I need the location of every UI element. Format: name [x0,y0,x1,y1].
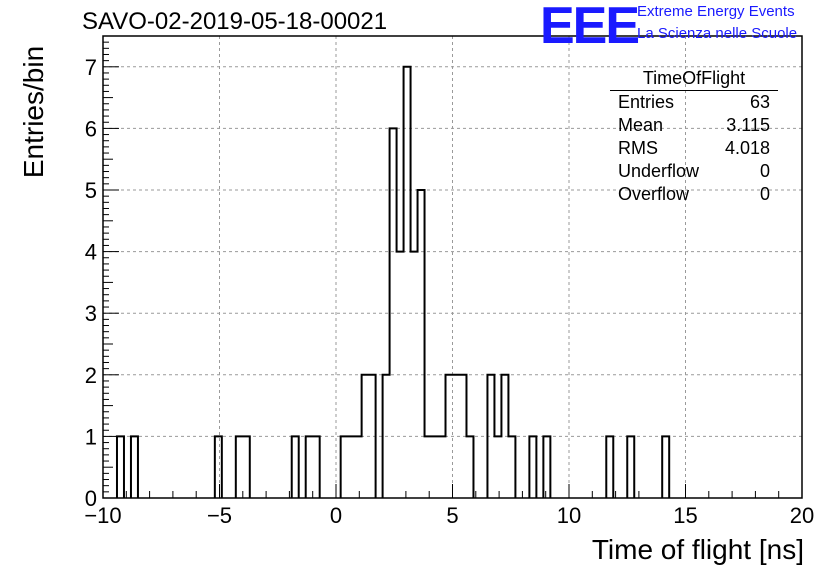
histogram-bin [529,436,536,498]
histogram-bin [243,436,250,498]
stats-label: Underflow [618,161,700,181]
histogram-bin [466,436,473,498]
histogram-bin [131,436,138,498]
axis-ticks [102,35,803,499]
y-tick-label: 4 [85,240,97,265]
histogram-bin [494,436,501,498]
histogram-bin [418,190,425,498]
stats-value: 0 [759,161,770,181]
histogram-bins [115,65,671,498]
stats-label: Entries [618,92,675,112]
y-axis-label: Entries/bin [18,45,49,179]
y-tick-label: 7 [85,55,97,80]
histogram-bin [425,436,432,498]
x-tick-label: 10 [557,503,581,528]
histogram-bin [117,436,124,498]
stats-label: Mean [618,115,664,135]
x-tick-label: 15 [673,503,697,528]
stats-row-mean: Mean 3.115 [610,114,778,137]
logo-line-1: Extreme Energy Events [637,3,795,20]
stats-label: Overflow [618,184,690,204]
stats-box-title: TimeOfFlight [610,68,778,91]
histogram-bin [627,436,634,498]
histogram-bin [355,436,362,498]
y-tick-label: 6 [85,116,97,141]
histogram-bin [439,436,446,498]
histogram-bin [341,436,348,498]
histogram-bin [313,436,320,498]
histogram-outline [115,65,671,498]
stats-row-entries: Entries 63 [610,91,778,114]
x-tick-label: 0 [330,503,342,528]
x-tick-label: 5 [446,503,458,528]
x-tick-label: 20 [790,503,814,528]
stats-value: 4.018 [724,138,770,158]
y-tick-label: 1 [85,424,97,449]
stats-value: 3.115 [726,115,770,135]
x-tick-label: −5 [207,503,232,528]
stats-row-rms: RMS 4.018 [610,137,778,160]
axis-tick-labels: −10 −5 0 5 10 15 20 0 1 2 3 4 5 6 7 [84,55,814,528]
eee-logo: EEE [540,0,640,55]
x-tick-label: −10 [84,503,121,528]
stats-value: 0 [759,184,770,204]
logo-line-2: La Scienza nelle Scuole [637,25,798,42]
grid-lines [103,36,802,498]
histogram-bin [404,67,411,498]
y-tick-label: 5 [85,178,97,203]
histogram-bin [662,436,669,498]
y-tick-label: 2 [85,363,97,388]
stats-row-underflow: Underflow 0 [610,160,778,183]
x-axis-label: Time of flight [ns] [591,534,804,565]
stats-label: RMS [618,138,658,158]
stats-row-overflow: Overflow 0 [610,183,778,206]
histogram-bin [292,436,299,498]
histogram-bin [306,436,313,498]
histogram-bin [543,436,550,498]
histogram-bin [508,436,515,498]
stats-value: 63 [749,92,770,112]
histogram-bin [348,436,355,498]
histogram-bin [606,436,613,498]
chart-title: SAVO-02-2019-05-18-00021 [82,8,388,35]
histogram-bin [432,436,439,498]
y-tick-label: 0 [85,486,97,511]
stats-box: TimeOfFlight Entries 63 Mean 3.115 RMS 4… [610,68,778,206]
y-tick-label: 3 [85,301,97,326]
histogram-bin [215,436,222,498]
histogram-bin [236,436,243,498]
